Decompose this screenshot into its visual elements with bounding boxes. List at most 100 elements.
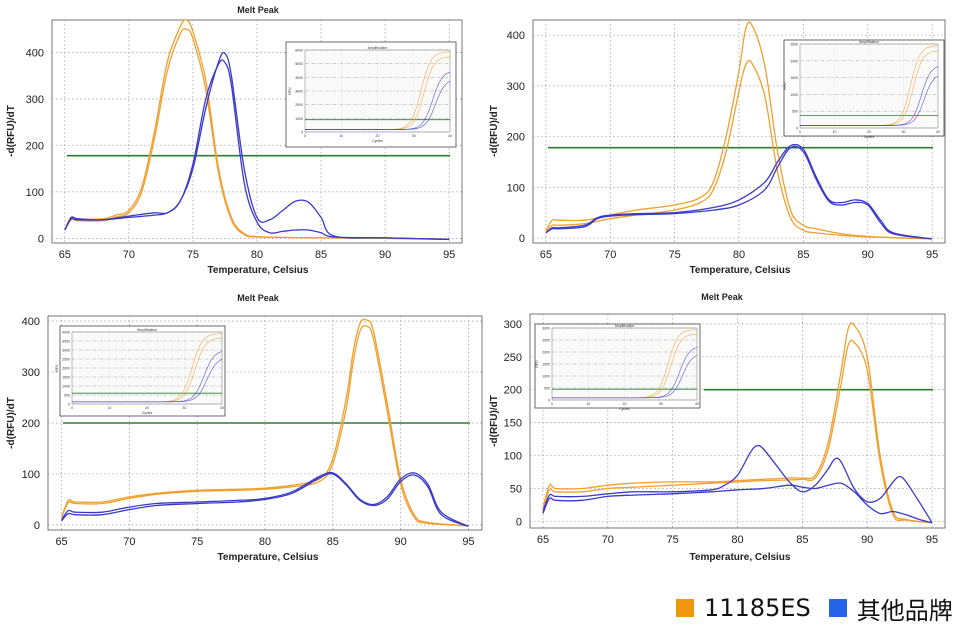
inset-x-tick: 40 — [695, 402, 699, 406]
x-tick-label: 70 — [123, 536, 135, 548]
inset-x-tick: 40 — [448, 134, 452, 138]
inset-y-tick: 3000 — [542, 327, 550, 331]
x-tick-label: 75 — [187, 249, 199, 261]
x-tick-label: 80 — [259, 536, 271, 548]
inset-y-tick: 6000 — [295, 49, 303, 53]
melt-peak-chart-2: 65 70 75 80 85 90 950100200300400Temperature, … — [489, 19, 946, 276]
x-tick-label: 80 — [731, 534, 743, 546]
series-line-blue-3 — [542, 482, 933, 524]
series-line-orange-0 — [545, 21, 933, 240]
inset-y-label: RFU — [288, 87, 292, 95]
inset-y-tick: 0 — [796, 127, 798, 131]
inset-y-label: RFU — [783, 82, 787, 90]
x-tick-label: 95 — [926, 534, 938, 546]
x-axis-label: Temperature, Celsius — [690, 552, 791, 563]
x-tick-label: 85 — [796, 534, 808, 546]
legend-swatch-blue — [828, 599, 847, 617]
series-line-blue-3 — [61, 473, 469, 528]
inset-y-tick: 2500 — [790, 43, 798, 47]
inset-y-tick: 1500 — [62, 376, 70, 380]
x-tick-label: 70 — [604, 249, 616, 261]
inset-y-tick: 1000 — [790, 93, 798, 97]
y-tick-label: 0 — [519, 233, 525, 245]
inset-y-tick: 3500 — [62, 340, 70, 344]
chart-title: Melt Peak — [237, 293, 280, 303]
y-tick-label: 0 — [38, 233, 44, 245]
x-axis-label: Temperature, Celsius — [218, 552, 319, 563]
inset-title: Amplification — [368, 46, 388, 50]
y-tick-label: 250 — [504, 352, 522, 364]
legend-label-other-brand: 其他品牌 — [856, 596, 953, 625]
inset-x-tick: 40 — [220, 406, 224, 410]
inset-y-tick: 1000 — [542, 375, 550, 379]
y-tick-label: 200 — [504, 385, 522, 397]
series-line-blue-2 — [64, 51, 450, 240]
y-tick-label: 50 — [510, 483, 522, 495]
inset-x-tick: 10 — [833, 130, 837, 134]
inset-y-tick: 1000 — [62, 385, 70, 389]
inset-y-tick: 500 — [64, 394, 70, 398]
y-tick-label: 400 — [26, 48, 44, 60]
series-line-orange-0 — [60, 318, 469, 527]
legend-label-11185es: 11185ES — [704, 594, 811, 622]
inset-y-tick: 1500 — [542, 363, 550, 367]
inset-x-tick: 20 — [867, 130, 871, 134]
x-tick-label: 95 — [462, 536, 474, 548]
x-tick-label: 65 — [540, 249, 552, 261]
inset-x-tick: 20 — [623, 402, 627, 406]
x-tick-label: 65 — [59, 249, 71, 261]
series-line-blue-2 — [542, 444, 933, 524]
inset-x-tick: 30 — [183, 406, 187, 410]
y-axis-label: -d(RFU)/dT — [489, 395, 500, 447]
y-axis-label: -d(RFU)/dT — [6, 397, 17, 449]
y-tick-label: 0 — [34, 520, 40, 532]
series-line-blue-3 — [64, 59, 450, 240]
inset-y-tick: 3000 — [295, 90, 303, 94]
y-tick-label: 300 — [22, 367, 40, 379]
y-axis-label: -d(RFU)/dT — [6, 105, 17, 157]
inset-title: Amplification — [137, 328, 157, 332]
inset-y-tick: 1000 — [295, 117, 303, 121]
series-line-blue-2 — [61, 471, 469, 527]
inset-x-tick: 10 — [108, 406, 112, 410]
y-tick-label: 300 — [507, 81, 525, 93]
x-tick-label: 65 — [537, 534, 549, 546]
inset-x-tick: 30 — [659, 402, 663, 406]
inset-y-tick: 500 — [544, 387, 550, 391]
inset-x-label: Cycles — [142, 411, 153, 415]
inset-x-tick: 0 — [304, 134, 306, 138]
inset-x-tick: 30 — [902, 130, 906, 134]
legend: 11185ES 其他品牌 — [676, 588, 971, 628]
x-tick-label: 85 — [315, 249, 327, 261]
y-tick-label: 300 — [504, 319, 522, 331]
x-tick-label: 90 — [395, 536, 407, 548]
inset-y-tick: 0 — [548, 399, 550, 403]
y-tick-label: 200 — [26, 140, 44, 152]
x-tick-label: 75 — [669, 249, 681, 261]
x-axis-label: Temperature, Celsius — [690, 265, 791, 276]
y-tick-label: 400 — [22, 316, 40, 328]
x-axis-label: Temperature, Celsius — [208, 265, 309, 276]
inset-x-tick: 10 — [586, 402, 590, 406]
y-tick-label: 300 — [26, 94, 44, 106]
inset-x-label: Cycles — [864, 135, 875, 139]
x-tick-label: 70 — [602, 534, 614, 546]
x-tick-label: 90 — [379, 249, 391, 261]
inset-y-tick: 4000 — [295, 76, 303, 80]
series-line-blue-2 — [545, 143, 933, 240]
y-tick-label: 100 — [22, 469, 40, 481]
y-tick-label: 200 — [22, 418, 40, 430]
inset-x-tick: 20 — [145, 406, 149, 410]
y-tick-label: 100 — [507, 182, 525, 194]
y-tick-label: 200 — [507, 132, 525, 144]
inset-y-label: RFU — [55, 364, 59, 372]
x-tick-label: 95 — [443, 249, 455, 261]
inset-y-tick: 0 — [301, 131, 303, 135]
inset-y-tick: 4000 — [62, 331, 70, 335]
x-tick-label: 80 — [733, 249, 745, 261]
y-tick-label: 150 — [504, 418, 522, 430]
